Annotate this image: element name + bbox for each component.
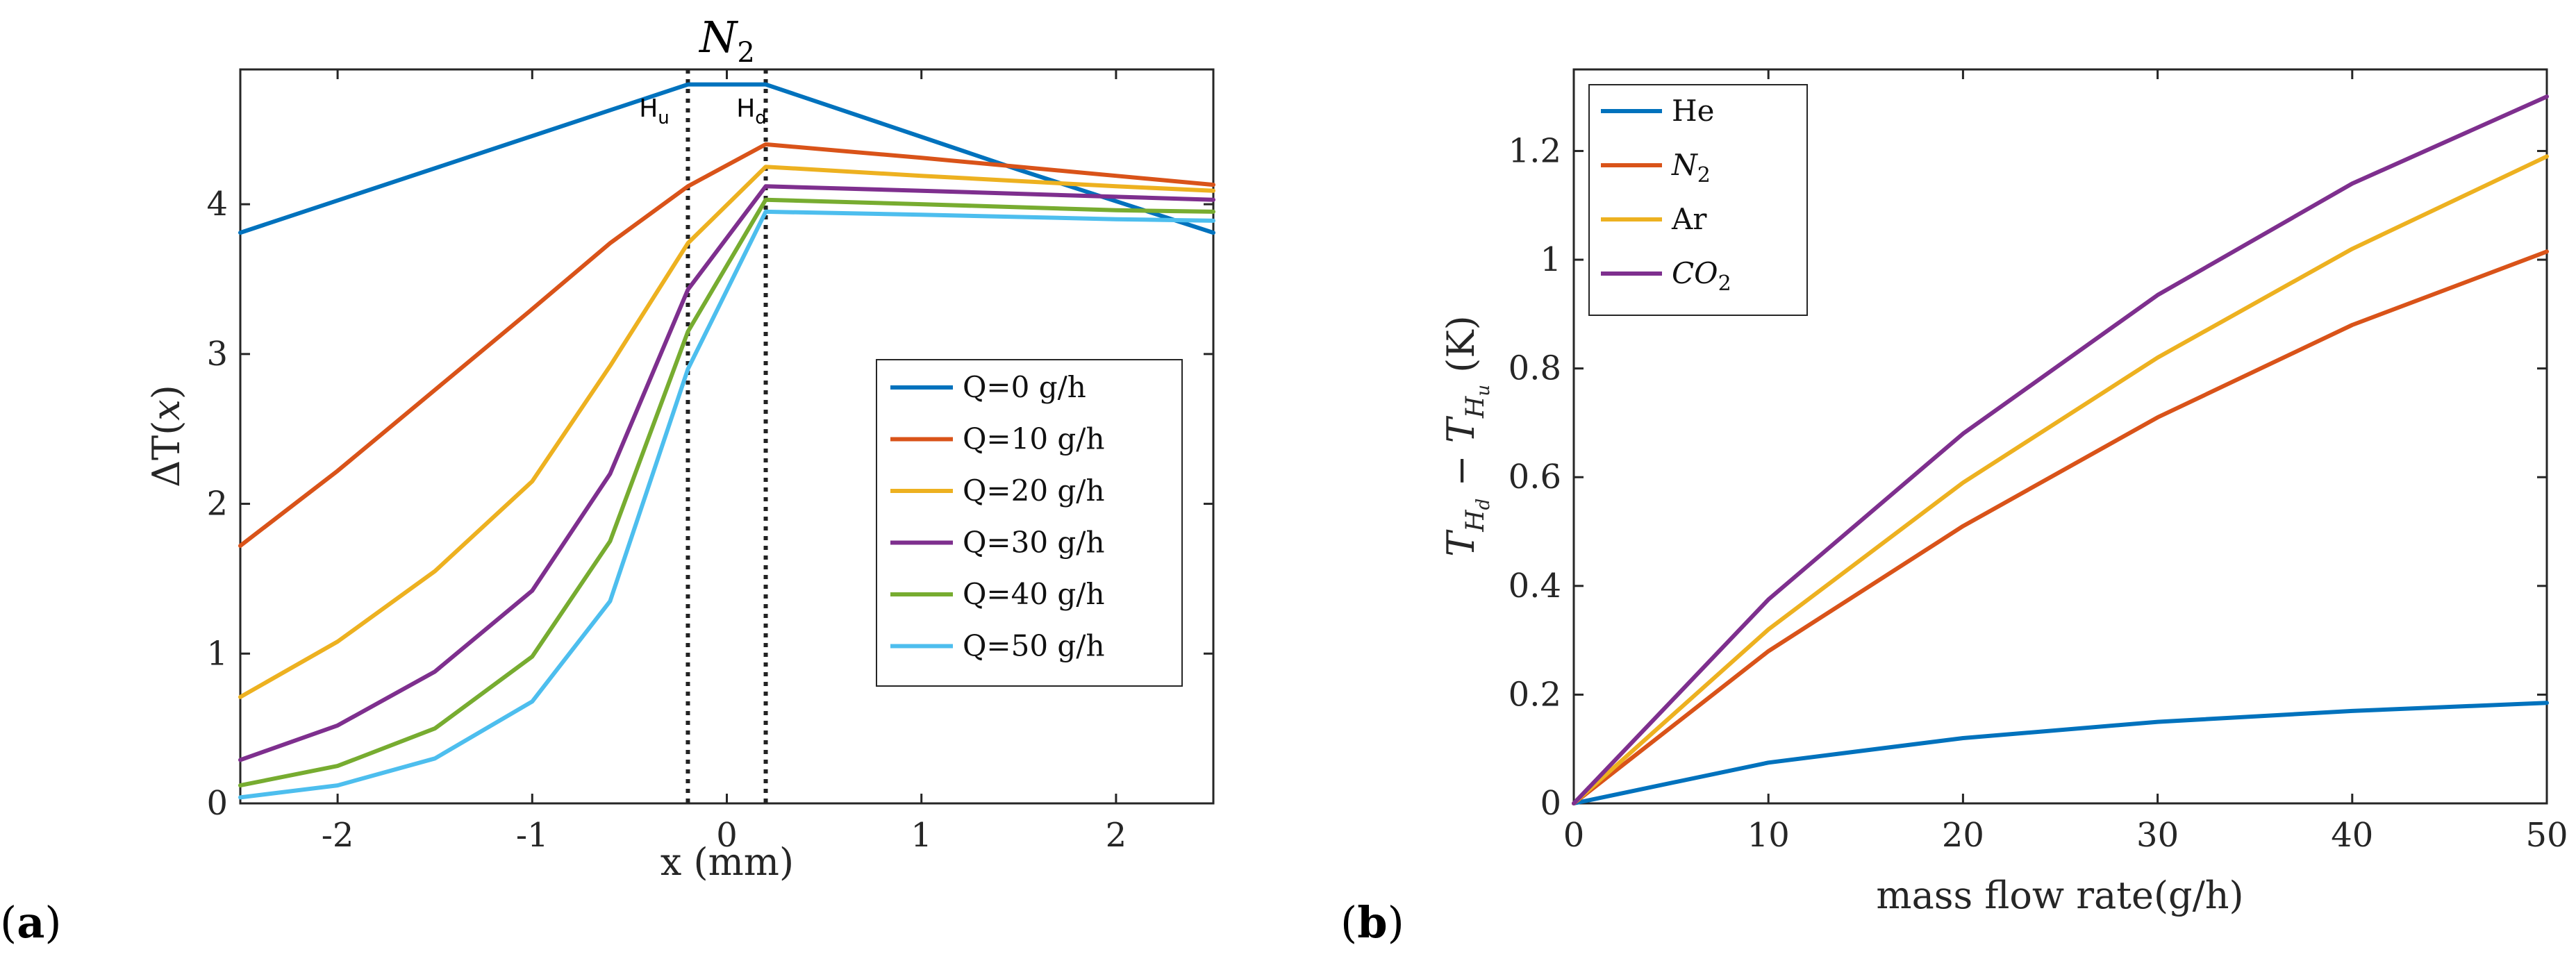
panel-b-series (1572, 94, 2549, 805)
series-line-4 (238, 197, 1215, 788)
x-tick-label: 50 (2525, 816, 2568, 855)
y-tick-label: 2 (206, 485, 228, 524)
panel-a: -2 -1 0 1 2 0 1 2 3 4 N2 Hu Hd x (mm) ΔT(x) Q=0 g… (0, 12, 1215, 948)
x-tick-label: 40 (2331, 816, 2373, 855)
panel-a-label: (a) (0, 897, 62, 948)
panel-a-xlabel: x (mm) (660, 840, 794, 884)
series-line-0 (238, 82, 1215, 235)
panel-a-title: N2 (698, 12, 755, 69)
y-tick-label: 1 (206, 634, 228, 673)
legend-entry: Q=20 g/h (963, 474, 1105, 508)
panel-a-legend-box (876, 359, 1183, 687)
x-tick-label: 0 (1563, 816, 1585, 855)
x-tick-label: -1 (516, 816, 549, 855)
y-tick-label: 1 (1540, 240, 1561, 279)
legend-entry: He (1672, 94, 1714, 128)
panel-b-ylabel: THd − THu (K) (1439, 315, 1494, 557)
panel-b-legend-box (1588, 84, 1808, 316)
series-line-5 (238, 209, 1215, 800)
panel-a-ylabel: ΔT(x) (144, 385, 188, 487)
panel-b-ticks: 0 10 20 30 40 50 0 0.2 0.4 0.6 0.8 1 1.2 (1509, 69, 2568, 855)
legend-entry: Q=0 g/h (963, 370, 1086, 404)
legend-entry: CO2 (1672, 256, 1731, 296)
series-line-2 (1572, 154, 2549, 805)
series-line-1 (1572, 249, 2549, 805)
panel-a-series (238, 82, 1215, 800)
x-tick-label: 10 (1747, 816, 1790, 855)
x-tick-label: 30 (2136, 816, 2179, 855)
series-line-1 (238, 142, 1215, 548)
y-tick-label: 0.2 (1509, 675, 1561, 714)
x-tick-label: 0 (716, 816, 738, 855)
x-tick-label: 1 (911, 816, 932, 855)
legend-entry: Ar (1671, 202, 1707, 236)
panel-a-ticks: -2 -1 0 1 2 0 1 2 3 4 (206, 69, 1213, 855)
legend-entry: Q=50 g/h (963, 629, 1105, 663)
panel-b-xlabel: mass flow rate(g/h) (1876, 874, 2243, 917)
legend-entry: Q=30 g/h (963, 526, 1105, 560)
y-tick-label: 0 (1540, 784, 1561, 823)
legend-entry: Q=40 g/h (963, 577, 1105, 611)
y-tick-label: 4 (206, 185, 228, 224)
y-tick-label: 0 (206, 784, 228, 823)
legend-entry: Q=10 g/h (963, 422, 1105, 456)
x-tick-label: 2 (1106, 816, 1127, 855)
y-tick-label: 0.4 (1509, 567, 1561, 605)
annotation-hd: Hd (736, 94, 767, 128)
x-tick-label: 20 (1942, 816, 1984, 855)
series-line-0 (1572, 701, 2549, 805)
panel-a-legend: Q=0 g/h Q=10 g/h Q=20 g/h Q=30 g/h Q=40 g/h Q… (876, 359, 1183, 687)
x-tick-label: -2 (322, 816, 354, 855)
annotation-hu: Hu (639, 94, 670, 128)
series-line-3 (238, 184, 1215, 762)
y-tick-label: 1.2 (1509, 131, 1561, 170)
y-tick-label: 0.8 (1509, 349, 1561, 388)
legend-entry: N2 (1671, 148, 1711, 187)
panel-b-legend: He N2 Ar CO2 (1588, 84, 1808, 316)
panel-b-label: (b) (1340, 897, 1404, 948)
series-line-3 (1572, 94, 2549, 805)
panel-b-axes-frame (1572, 68, 2548, 805)
y-tick-label: 3 (206, 335, 228, 374)
panel-b: 0 10 20 30 40 50 0 0.2 0.4 0.6 0.8 1 1.2 mass flow r… (1340, 68, 2568, 948)
series-line-2 (238, 165, 1215, 699)
y-tick-label: 0.6 (1509, 458, 1561, 496)
